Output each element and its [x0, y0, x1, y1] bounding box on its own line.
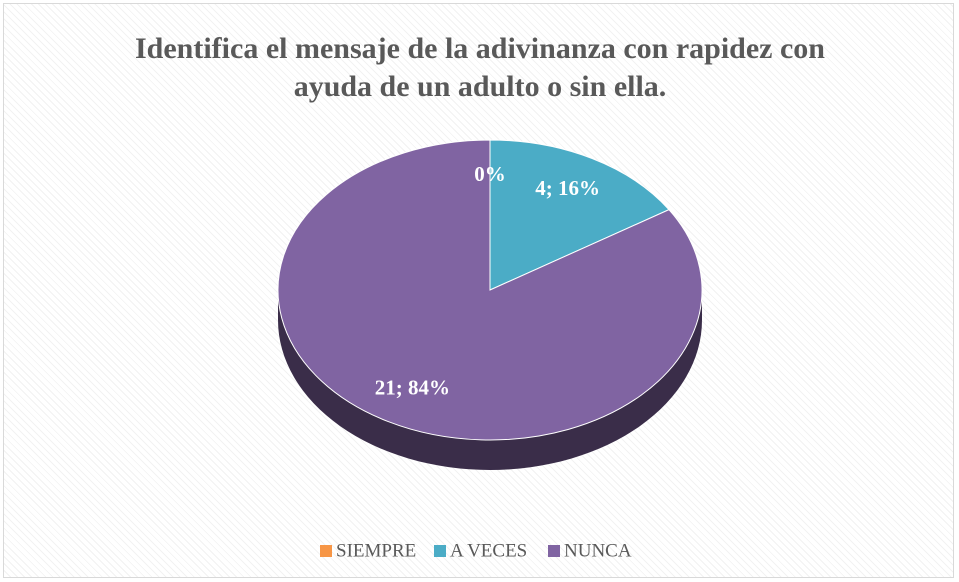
data-label: 21; 84%: [375, 376, 450, 400]
legend-label: A VECES: [450, 540, 527, 561]
legend-swatch: [548, 545, 560, 557]
data-label: 4; 16%: [535, 176, 600, 200]
legend-label: NUNCA: [564, 540, 632, 561]
slice-side: [278, 290, 702, 470]
slice: [489, 139, 670, 291]
legend-label: SIEMPRE: [336, 540, 416, 561]
legend-swatch: [320, 545, 332, 557]
data-label: 0%: [474, 162, 506, 186]
chart-title: Identifica el mensaje de la adivinanza c…: [135, 32, 825, 103]
slice: [277, 139, 703, 441]
legend-swatch: [434, 545, 446, 557]
